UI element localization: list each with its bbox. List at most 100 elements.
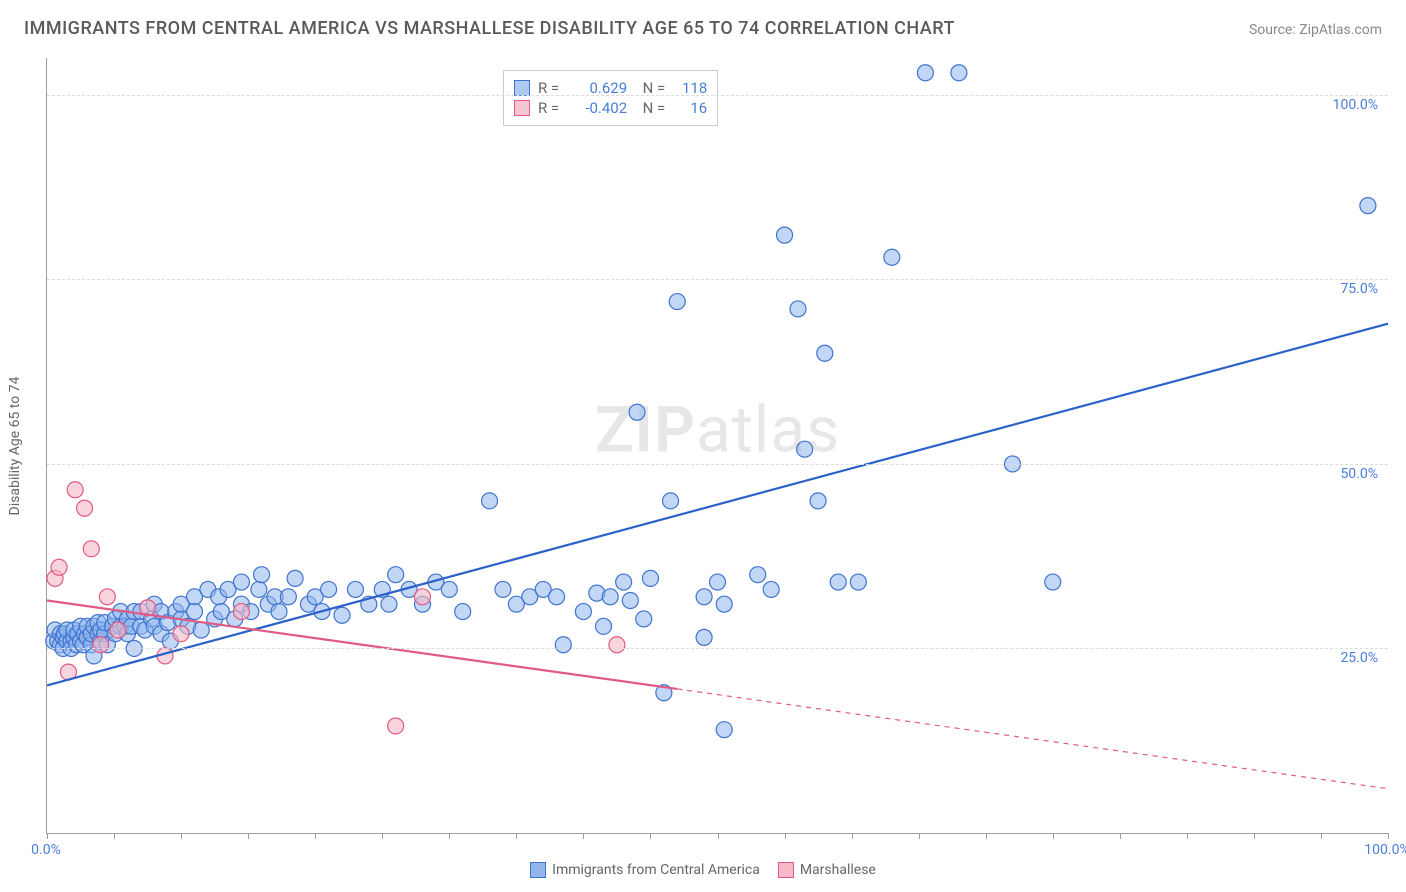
legend-swatch: [514, 80, 530, 96]
x-tick: [583, 833, 584, 839]
x-tick: [1388, 833, 1389, 839]
x-tick: [986, 833, 987, 839]
chart-title: IMMIGRANTS FROM CENTRAL AMERICA VS MARSH…: [24, 18, 955, 39]
n-value: 16: [673, 99, 707, 117]
legend-row: R = -0.402 N = 16: [514, 99, 707, 117]
y-tick-label: 100.0%: [1333, 97, 1378, 113]
scatter-point: [83, 541, 99, 557]
trendline: [47, 324, 1388, 686]
plot-svg: [47, 58, 1388, 833]
scatter-point: [110, 622, 126, 638]
scatter-point: [696, 589, 712, 605]
scatter-point: [850, 574, 866, 590]
scatter-point: [951, 65, 967, 81]
x-tick-label: 100.0%: [1364, 842, 1406, 858]
scatter-point: [710, 574, 726, 590]
gridline: [47, 648, 1388, 649]
scatter-point: [629, 404, 645, 420]
scatter-point: [636, 611, 652, 627]
x-tick: [181, 833, 182, 839]
gridline: [47, 95, 1388, 96]
legend-item: Marshallese: [778, 862, 876, 878]
y-tick-label: 75.0%: [1340, 281, 1378, 297]
scatter-point: [609, 637, 625, 653]
x-tick: [315, 833, 316, 839]
scatter-point: [596, 618, 612, 634]
scatter-point: [616, 574, 632, 590]
scatter-point: [280, 589, 296, 605]
scatter-point: [1360, 198, 1376, 214]
x-tick: [248, 833, 249, 839]
r-label: R =: [538, 99, 559, 117]
scatter-point: [482, 493, 498, 509]
scatter-point: [388, 718, 404, 734]
scatter-point: [884, 249, 900, 265]
scatter-point: [917, 65, 933, 81]
scatter-point: [716, 596, 732, 612]
correlation-legend: R =0.629 N =118R =-0.402 N =16: [503, 70, 718, 126]
scatter-point: [495, 581, 511, 597]
scatter-point: [254, 567, 270, 583]
plot-area: ZIPatlas R =0.629 N =118R =-0.402 N =16 …: [46, 58, 1388, 834]
scatter-point: [51, 559, 67, 575]
x-tick: [449, 833, 450, 839]
x-tick: [650, 833, 651, 839]
x-tick: [785, 833, 786, 839]
scatter-point: [830, 574, 846, 590]
scatter-point: [193, 622, 209, 638]
x-tick: [852, 833, 853, 839]
scatter-point: [381, 596, 397, 612]
scatter-point: [287, 570, 303, 586]
scatter-point: [455, 604, 471, 620]
series-legend: Immigrants from Central America Marshalle…: [0, 862, 1406, 878]
scatter-point: [669, 294, 685, 310]
scatter-point: [549, 589, 565, 605]
scatter-point: [810, 493, 826, 509]
scatter-point: [233, 604, 249, 620]
scatter-point: [93, 637, 109, 653]
legend-label: Marshallese: [800, 862, 876, 878]
x-tick-label: 0.0%: [31, 842, 61, 858]
y-tick-label: 50.0%: [1340, 466, 1378, 482]
scatter-point: [441, 581, 457, 597]
scatter-point: [334, 607, 350, 623]
scatter-point: [1045, 574, 1061, 590]
scatter-point: [271, 604, 287, 620]
scatter-point: [777, 227, 793, 243]
scatter-point: [575, 604, 591, 620]
legend-item: Immigrants from Central America: [530, 862, 760, 878]
legend-swatch: [514, 100, 530, 116]
source-label: Source: ZipAtlas.com: [1249, 22, 1382, 38]
x-tick: [114, 833, 115, 839]
scatter-point: [321, 581, 337, 597]
x-tick: [47, 833, 48, 839]
r-value: -0.402: [567, 99, 627, 117]
scatter-point: [622, 593, 638, 609]
gridline: [47, 464, 1388, 465]
x-tick: [1321, 833, 1322, 839]
scatter-point: [187, 604, 203, 620]
scatter-point: [251, 581, 267, 597]
scatter-point: [602, 589, 618, 605]
scatter-point: [696, 629, 712, 645]
x-tick: [1187, 833, 1188, 839]
scatter-point: [797, 441, 813, 457]
scatter-point: [67, 482, 83, 498]
scatter-point: [233, 574, 249, 590]
scatter-point: [347, 581, 363, 597]
x-tick: [919, 833, 920, 839]
scatter-point: [763, 581, 779, 597]
scatter-point: [77, 500, 93, 516]
scatter-point: [99, 589, 115, 605]
scatter-point: [642, 570, 658, 586]
gridline: [47, 279, 1388, 280]
n-label: N =: [635, 99, 665, 117]
x-tick: [382, 833, 383, 839]
x-tick: [1053, 833, 1054, 839]
legend-label: Immigrants from Central America: [552, 862, 760, 878]
scatter-point: [817, 345, 833, 361]
legend-swatch: [530, 862, 546, 878]
x-tick: [1120, 833, 1121, 839]
trendline-dashed: [677, 689, 1388, 789]
legend-swatch: [778, 862, 794, 878]
